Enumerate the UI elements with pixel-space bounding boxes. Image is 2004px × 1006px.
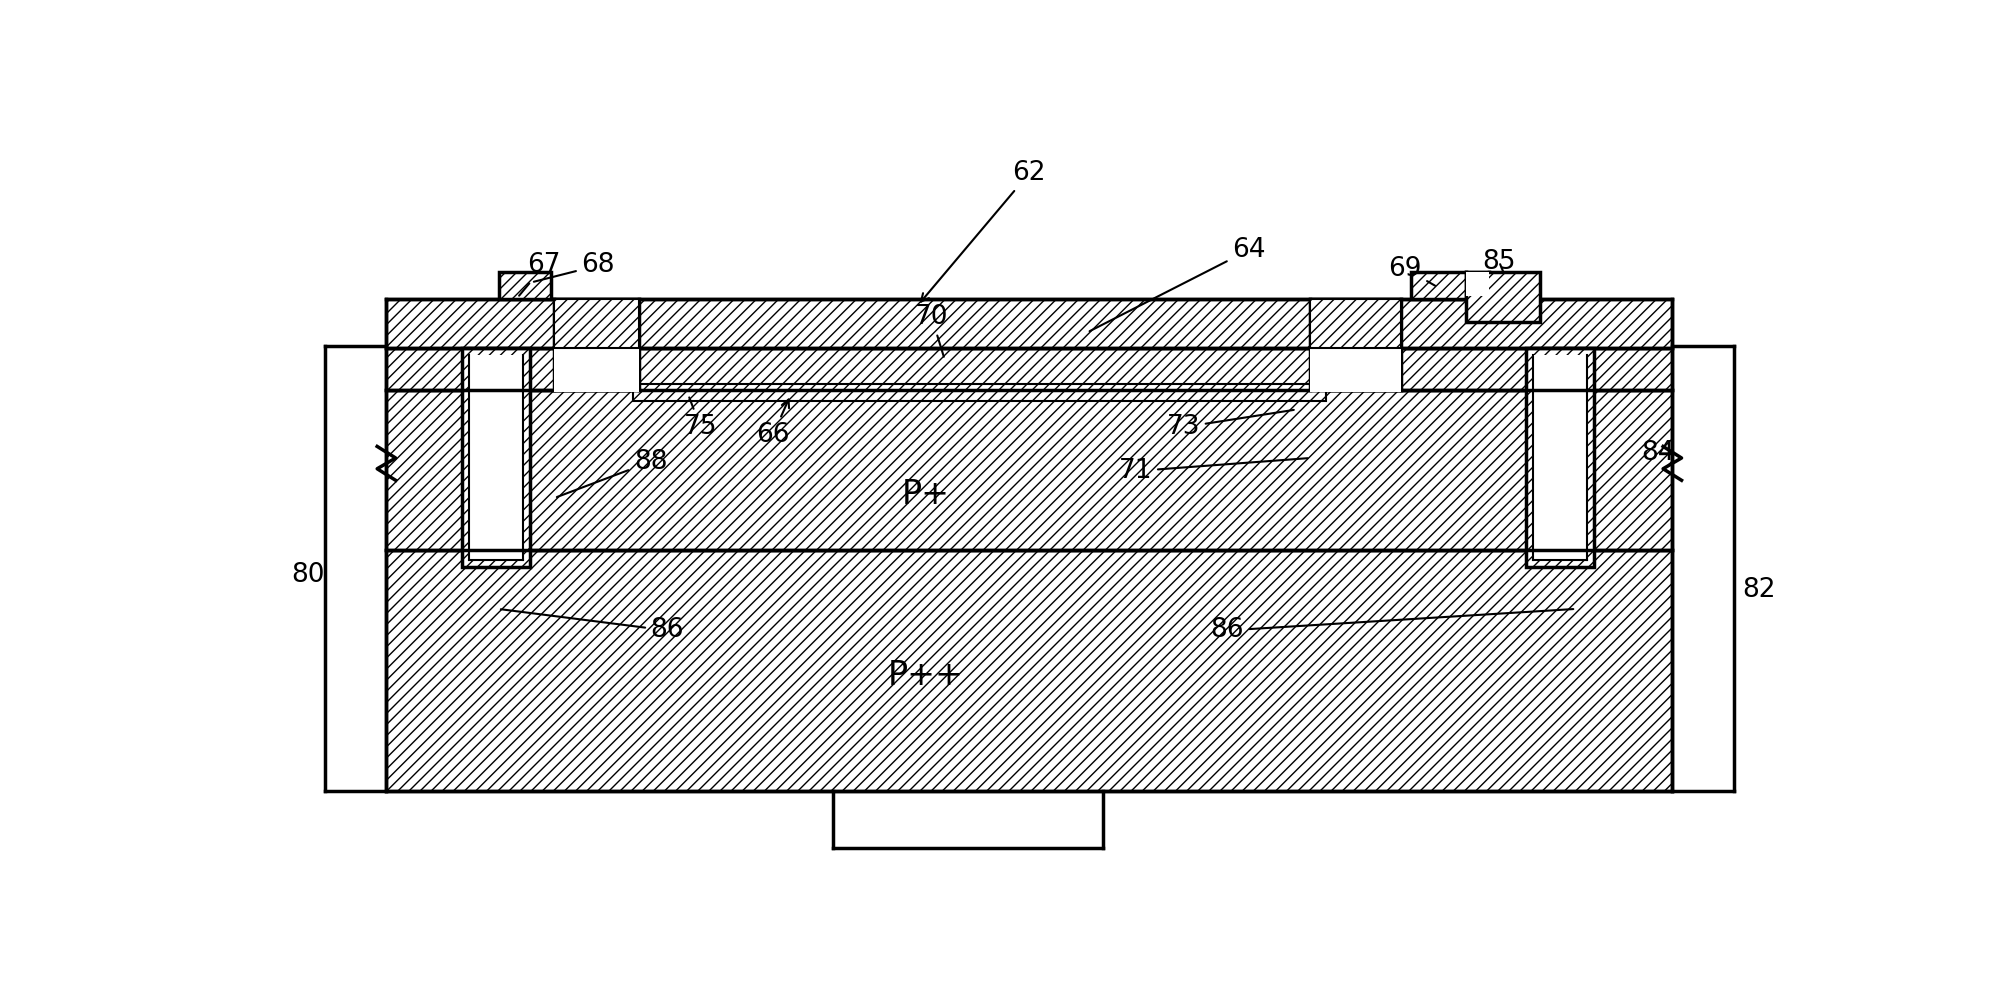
Bar	[1525, 348, 1593, 567]
Bar	[387, 300, 1671, 348]
Bar	[1311, 300, 1401, 348]
Text: 88: 88	[557, 449, 667, 497]
Text: 71: 71	[1118, 458, 1309, 484]
Text: 66: 66	[756, 399, 790, 448]
Bar	[469, 355, 523, 560]
Bar	[633, 384, 1327, 401]
Bar	[555, 300, 639, 391]
Bar	[1533, 355, 1587, 560]
Text: 86: 86	[501, 610, 683, 644]
Text: 80: 80	[291, 562, 325, 589]
Bar	[387, 550, 1671, 791]
Text: 73: 73	[1166, 409, 1295, 441]
Text: 64: 64	[1090, 237, 1267, 331]
Text: 85: 85	[1483, 248, 1515, 275]
Bar	[387, 348, 1671, 390]
Bar	[555, 300, 639, 348]
Text: 75: 75	[683, 397, 717, 441]
Bar	[387, 390, 1671, 550]
Bar	[499, 272, 551, 300]
Bar	[1311, 300, 1401, 391]
Text: 62: 62	[922, 160, 1046, 302]
Text: 70: 70	[914, 304, 948, 357]
Text: 86: 86	[1210, 609, 1573, 644]
Text: 67: 67	[519, 253, 561, 296]
Text: P+: P+	[902, 478, 950, 511]
Text: 82: 82	[1741, 577, 1776, 604]
Bar	[1467, 272, 1539, 323]
Text: P++: P++	[888, 659, 964, 691]
Bar	[1467, 272, 1489, 297]
Bar	[461, 348, 529, 567]
Text: 84: 84	[1641, 441, 1675, 467]
Text: 68: 68	[533, 253, 615, 282]
Bar	[1411, 272, 1467, 300]
Text: 69: 69	[1389, 256, 1435, 286]
